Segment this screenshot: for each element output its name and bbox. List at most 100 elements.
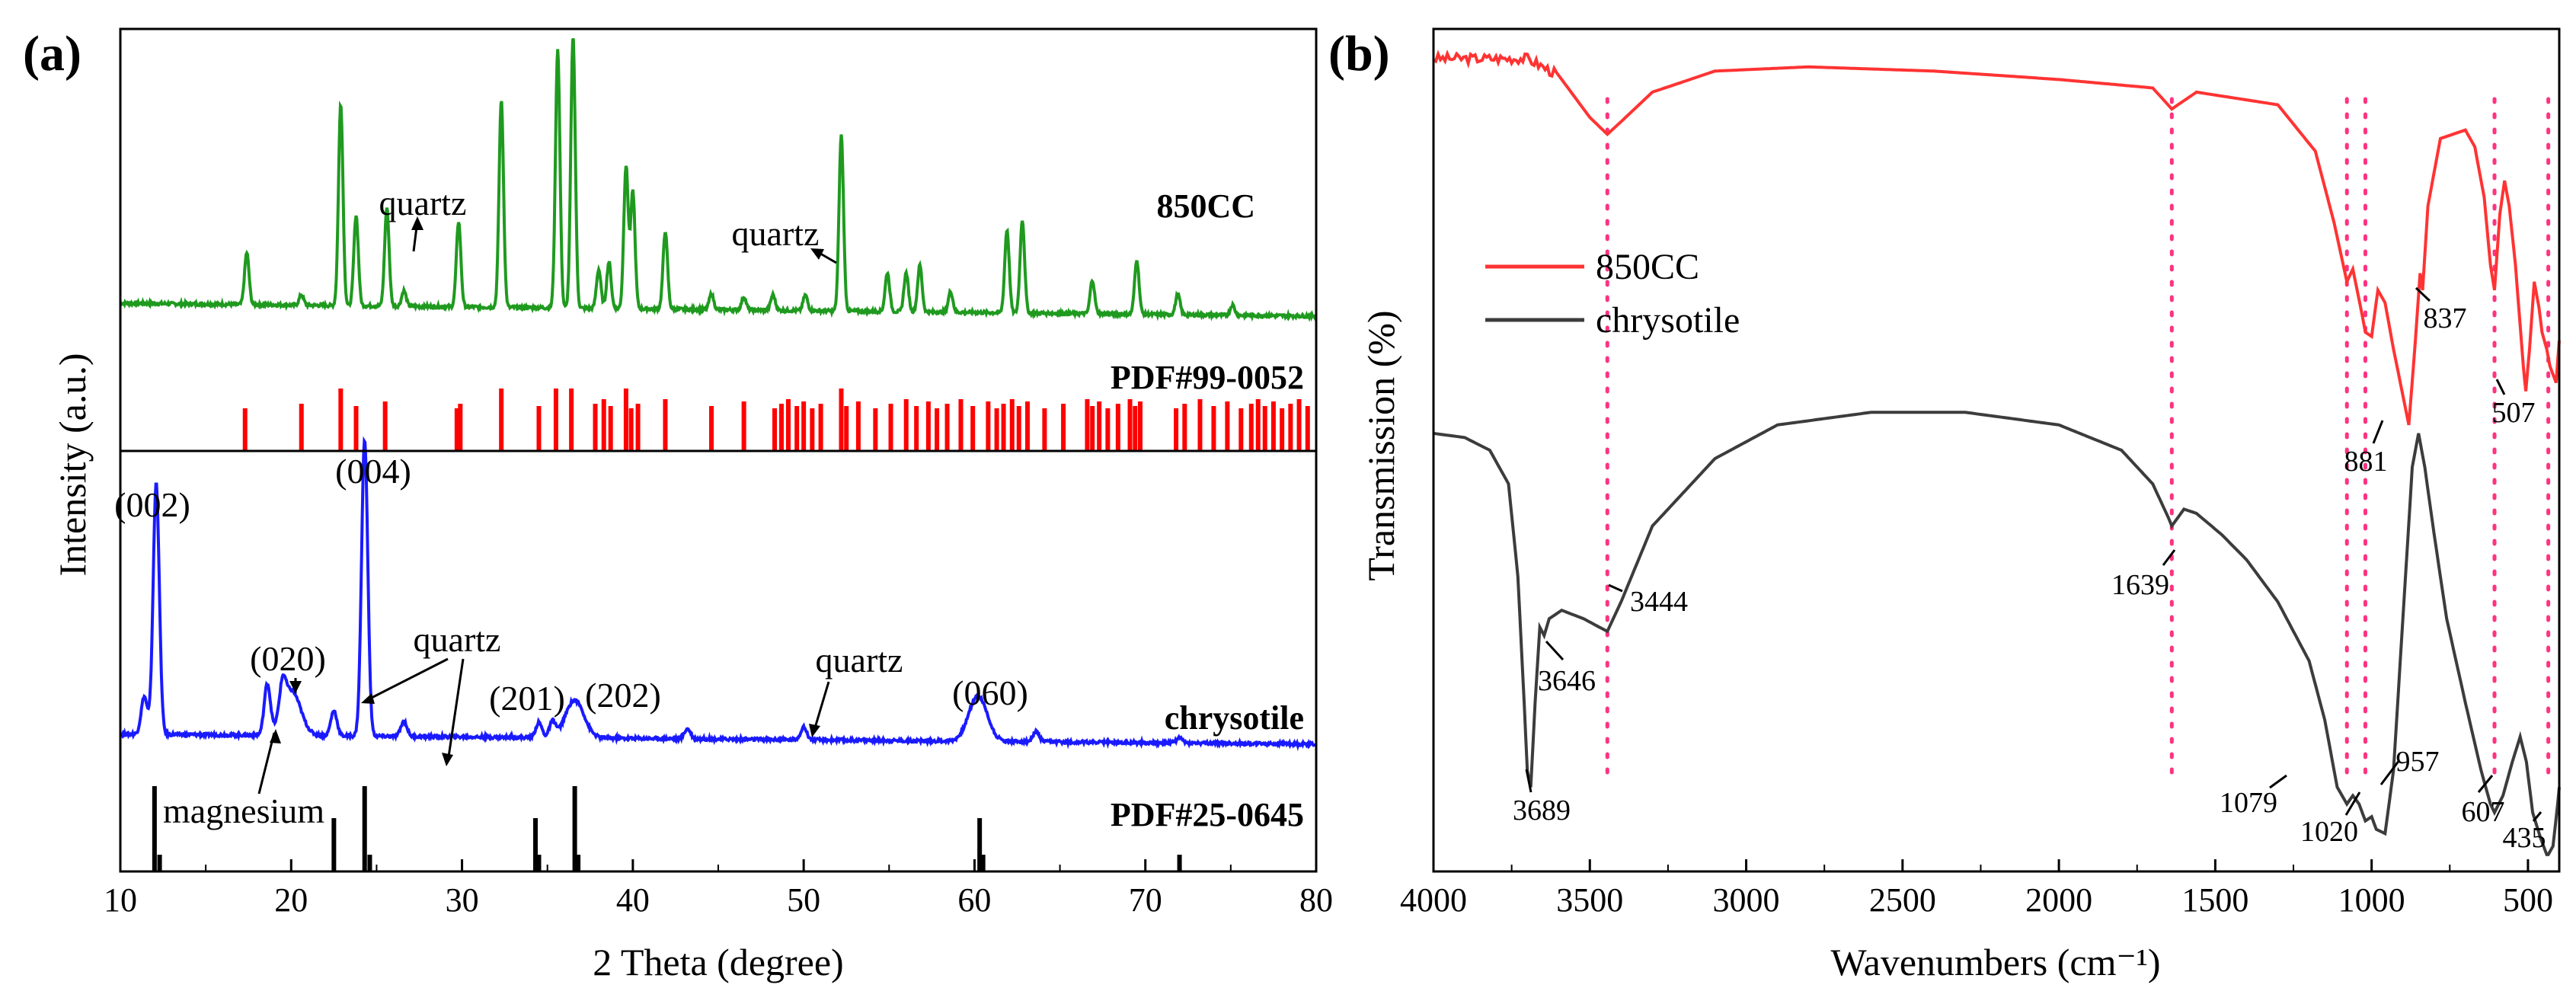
- series-line-850cc: [120, 37, 1317, 322]
- legend-label-850cc: 850CC: [1596, 247, 1699, 287]
- reference-stick: [778, 404, 784, 451]
- reference-stick: [242, 408, 248, 451]
- reference-stick: [362, 786, 367, 871]
- y-axis-label-b: Transmission (%): [1360, 310, 1402, 580]
- reference-stick: [986, 401, 991, 451]
- reference-stick: [499, 388, 504, 451]
- reference-stick: [1024, 401, 1030, 451]
- x-tick-label-a: 10: [104, 881, 137, 919]
- reference-stick: [1197, 399, 1203, 451]
- guide-lines: [1605, 97, 2551, 779]
- reference-stick: [367, 855, 372, 871]
- reference-stick: [1288, 404, 1293, 451]
- peak-label-435: 435: [2503, 822, 2546, 854]
- reference-stick: [572, 786, 577, 871]
- x-tick-label-b: 4000: [1400, 881, 1467, 919]
- x-axis-label-b: Wavenumbers (cm⁻¹): [1830, 941, 2160, 983]
- reference-stick: [1262, 406, 1267, 451]
- reference-stick: [1133, 406, 1138, 451]
- y-axis-label-a: Intensity (a.u.): [51, 353, 94, 577]
- reference-sticks-group: [152, 388, 1310, 871]
- peak-label-957: 957: [2396, 746, 2440, 778]
- reference-stick: [553, 388, 558, 451]
- reference-stick: [888, 404, 893, 451]
- reference-stick: [576, 855, 581, 871]
- x-tick-label-a: 50: [787, 881, 820, 919]
- annotation-quartz: quartz: [732, 214, 820, 253]
- reference-stick: [925, 401, 931, 451]
- reference-stick: [1105, 408, 1111, 451]
- x-axis-ticks-a: 10 20 30 40 50 60 70 80: [104, 859, 1333, 919]
- panel-a-label: (a): [23, 26, 81, 82]
- x-tick-label-a: 40: [616, 881, 650, 919]
- reference-stick: [794, 406, 800, 451]
- x-tick-label-b: 2500: [1869, 881, 1936, 919]
- reference-stick: [1115, 404, 1120, 451]
- x-tick-label-b: 1000: [2338, 881, 2405, 919]
- reference-stick: [1270, 401, 1276, 451]
- reference-stick: [1177, 855, 1182, 871]
- peak-label-881: 881: [2344, 446, 2388, 478]
- reference-stick: [818, 404, 823, 451]
- annotation-quartz: quartz: [379, 184, 467, 222]
- reference-stick: [1042, 408, 1047, 451]
- reference-stick: [1127, 399, 1133, 451]
- reference-stick: [1085, 399, 1090, 451]
- reference-stick: [1305, 406, 1310, 451]
- x-axis-label-a: 2 Theta (degree): [593, 941, 843, 983]
- annotation-peak-002: (002): [114, 485, 190, 524]
- reference-stick: [1296, 399, 1302, 451]
- reference-stick: [903, 399, 909, 451]
- reference-stick: [970, 406, 976, 451]
- peak-label-3689: 3689: [1513, 795, 1571, 827]
- reference-stick: [1238, 408, 1244, 451]
- annotation-peak-201: (201): [489, 679, 565, 718]
- legend-label-chrysotile: chrysotile: [1596, 300, 1740, 341]
- annotation-peak-202: (202): [585, 676, 661, 715]
- annotation-peak-060: (060): [952, 673, 1028, 712]
- annotation-quartz: quartz: [414, 620, 501, 659]
- x-tick-label-a: 20: [274, 881, 308, 919]
- x-tick-label-b: 500: [2503, 881, 2553, 919]
- trace-label-chrysotile: chrysotile: [1165, 699, 1304, 737]
- reference-stick: [810, 408, 815, 451]
- reference-stick: [980, 855, 986, 871]
- series-line-chrysotile: [1433, 411, 2561, 856]
- reference-stick: [533, 818, 539, 871]
- reference-label-pdf-99-0052: PDF#99-0052: [1111, 359, 1304, 396]
- xrd-traces-group: [119, 37, 1317, 752]
- reference-stick: [628, 408, 634, 451]
- reference-stick: [152, 786, 157, 871]
- reference-stick: [801, 401, 807, 451]
- reference-stick: [663, 399, 668, 451]
- reference-stick: [935, 408, 940, 451]
- reference-stick: [382, 401, 388, 451]
- x-tick-label-a: 80: [1299, 881, 1333, 919]
- reference-stick: [839, 388, 844, 451]
- x-tick-label-b: 2000: [2025, 881, 2092, 919]
- legend: 850CC chrysotile: [1485, 247, 1740, 341]
- reference-stick: [601, 399, 606, 451]
- peak-label-1079: 1079: [2220, 787, 2277, 819]
- reference-stick: [299, 404, 304, 451]
- reference-stick: [977, 818, 983, 871]
- reference-stick: [157, 855, 162, 871]
- peak-label-837: 837: [2424, 302, 2467, 334]
- reference-stick: [1174, 408, 1179, 451]
- reference-stick: [593, 404, 598, 451]
- x-tick-label-a: 70: [1129, 881, 1162, 919]
- reference-stick: [1061, 404, 1066, 451]
- reference-stick: [873, 408, 878, 451]
- reference-stick: [1137, 401, 1143, 451]
- reference-stick: [785, 399, 791, 451]
- reference-stick: [958, 399, 964, 451]
- peak-label-507: 507: [2492, 397, 2536, 429]
- reference-stick: [1225, 401, 1230, 451]
- reference-stick: [331, 818, 337, 871]
- reference-stick: [338, 388, 344, 451]
- annotation-arrowheads-a: [270, 216, 824, 766]
- series-line-850cc: [1433, 49, 2561, 426]
- reference-stick: [944, 404, 950, 451]
- x-tick-label-a: 30: [446, 881, 479, 919]
